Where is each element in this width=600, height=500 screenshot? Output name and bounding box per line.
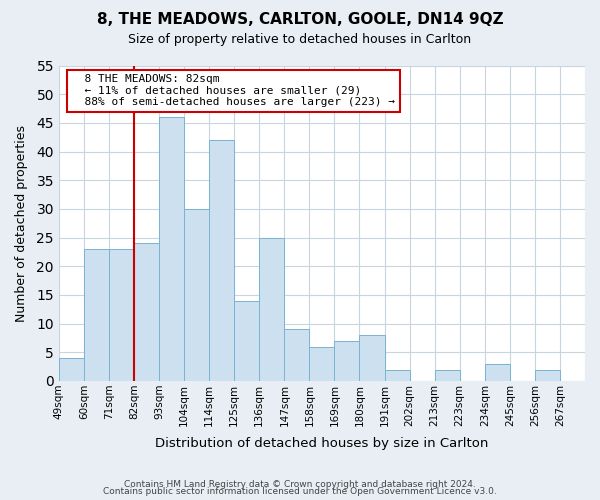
Bar	[184, 209, 209, 381]
Bar	[109, 249, 134, 381]
Bar	[359, 335, 385, 381]
Text: Size of property relative to detached houses in Carlton: Size of property relative to detached ho…	[128, 32, 472, 46]
Text: Contains HM Land Registry data © Crown copyright and database right 2024.: Contains HM Land Registry data © Crown c…	[124, 480, 476, 489]
Bar	[434, 370, 460, 381]
Bar	[385, 370, 410, 381]
Bar	[259, 238, 284, 381]
Bar	[84, 249, 109, 381]
Bar	[159, 117, 184, 381]
Bar	[59, 358, 84, 381]
Bar	[310, 346, 334, 381]
Text: 8 THE MEADOWS: 82sqm
  ← 11% of detached houses are smaller (29)
  88% of semi-d: 8 THE MEADOWS: 82sqm ← 11% of detached h…	[71, 74, 395, 108]
Text: Contains public sector information licensed under the Open Government Licence v3: Contains public sector information licen…	[103, 487, 497, 496]
Bar	[234, 300, 259, 381]
Y-axis label: Number of detached properties: Number of detached properties	[15, 124, 28, 322]
X-axis label: Distribution of detached houses by size in Carlton: Distribution of detached houses by size …	[155, 437, 488, 450]
Bar	[485, 364, 510, 381]
Text: 8, THE MEADOWS, CARLTON, GOOLE, DN14 9QZ: 8, THE MEADOWS, CARLTON, GOOLE, DN14 9QZ	[97, 12, 503, 28]
Bar	[334, 341, 359, 381]
Bar	[209, 140, 234, 381]
Bar	[134, 244, 159, 381]
Bar	[535, 370, 560, 381]
Bar	[284, 330, 310, 381]
